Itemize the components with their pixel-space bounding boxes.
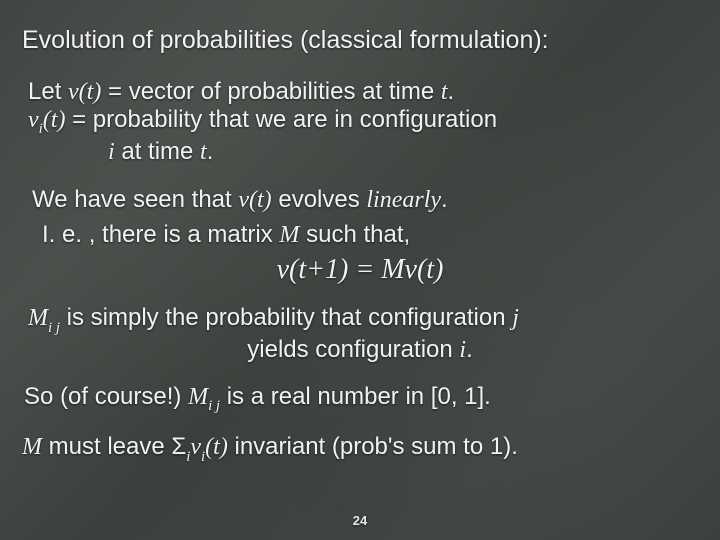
var-i: i [108,139,115,165]
sub-ij: i j [208,398,220,414]
text: I. e. , there is a matrix [42,221,279,248]
definition-vit: vi(t) = probability that we are in confi… [28,106,698,138]
var-j: j [512,305,519,331]
sub-i: i [39,121,43,137]
slide: Evolution of probabilities (classical fo… [0,0,720,540]
var-t: t [441,79,448,105]
var-M: M [22,434,42,460]
sub-i: i [186,449,190,465]
var-v: v [28,107,39,133]
slide-title: Evolution of probabilities (classical fo… [22,26,698,56]
statement-mij: Mi j is simply the probability that conf… [28,304,698,336]
var-t: t [200,139,207,165]
text: is a real number in [0, 1]. [220,383,491,410]
statement-range: So (of course!) Mi j is a real number in… [24,383,698,415]
text: invariant (prob's sum to 1). [228,433,518,460]
statement-matrix: I. e. , there is a matrix M such that, [42,221,698,249]
text: is simply the probability that configura… [60,304,512,331]
text: So (of course!) [24,383,188,410]
word-linearly: linearly [366,187,441,213]
sub-ij: i j [48,320,60,336]
var-M: M [188,384,208,410]
text: . [466,336,473,363]
definition-vit-cont: i at time t. [108,138,698,166]
var-v: v [190,434,201,460]
sigma: Σ [171,433,186,460]
text: . [441,186,448,213]
text: We have seen that [32,186,238,213]
statement-linear: We have seen that v(t) evolves linearly. [32,186,698,214]
text: Let [28,78,68,105]
page-number: 24 [0,513,720,528]
sub-i: i [201,449,205,465]
text: . [207,138,214,165]
var-M: M [28,305,48,331]
var-paren: (t) [43,107,66,133]
statement-mij-cont: yields configuration i. [22,336,698,364]
text: = vector of probabilities at time [101,78,441,105]
var-M: M [279,222,299,248]
text: at time [115,138,200,165]
text: such that, [299,221,410,248]
text: yields configuration [247,336,459,363]
var-vt: v(t) [68,79,101,105]
statement-invariant: M must leave Σivi(t) invariant (prob's s… [22,433,698,465]
text: . [448,78,455,105]
var-vt: v(t) [238,187,271,213]
definition-vt: Let v(t) = vector of probabilities at ti… [28,78,698,106]
text: must leave [42,433,171,460]
text: evolves [272,186,367,213]
text: = probability that we are in configurati… [65,106,497,133]
var-paren: (t) [205,434,228,460]
equation: v(t+1) = Mv(t) [22,253,698,286]
